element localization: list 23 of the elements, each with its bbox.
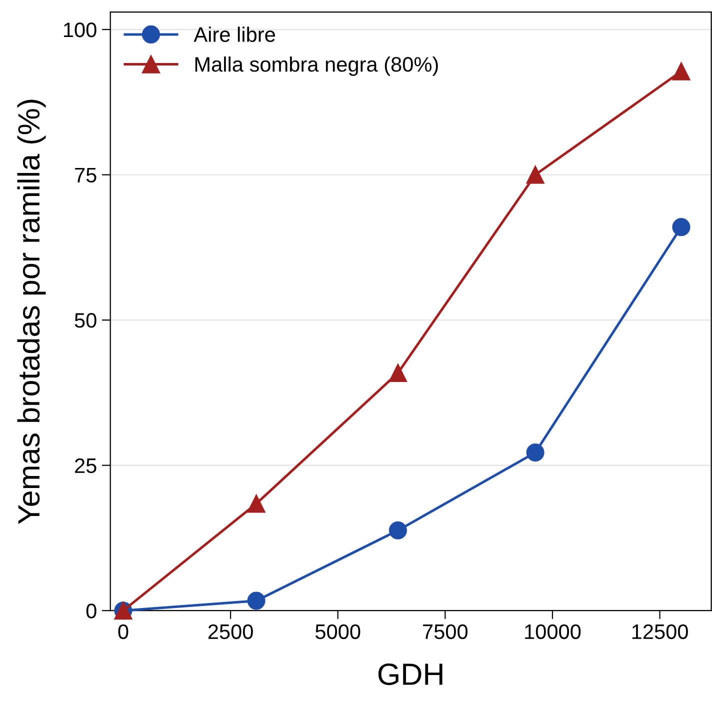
x-tick-label: 5000 [316,624,360,640]
x-tick-label: 10000 [525,624,581,640]
y-tick-label: 100 [64,22,96,38]
y-tick-label: 75 [75,168,96,183]
point [672,62,690,80]
point [526,444,544,462]
y-tick-label: 50 [74,313,96,328]
point [672,218,690,236]
y-tick-label: 25 [75,458,96,474]
x-tick-label: 2500 [208,624,253,640]
y-tick-label: 0 [86,604,96,618]
point [388,364,407,382]
y-axis-title: Yemas brotadas por ramilla (%) [17,100,46,524]
point [247,592,266,610]
legend-label: Aire libre [194,26,275,42]
x-tick-label: 12500 [632,624,688,640]
x-tick-label: 0 [118,624,128,640]
point [247,494,266,513]
x-tick-label: 7500 [423,624,468,640]
point [388,521,407,540]
point [526,166,544,184]
x-axis-title: GDH [378,663,442,686]
legend-label: Malla sombra negra (80%) [195,56,438,76]
